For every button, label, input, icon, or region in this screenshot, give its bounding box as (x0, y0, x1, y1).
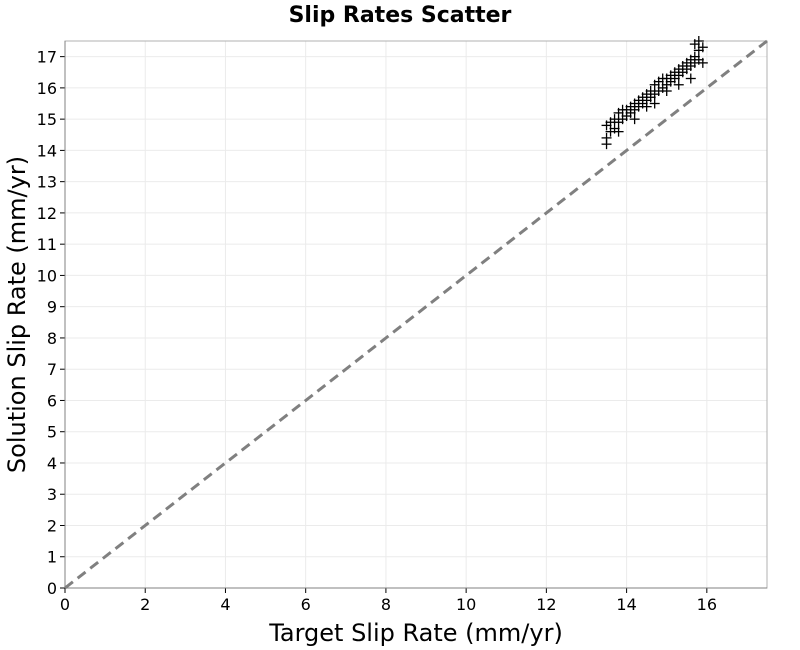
y-tick-label: 10 (37, 266, 57, 285)
data-point (693, 36, 704, 46)
data-point (629, 114, 640, 125)
reference-line (64, 39, 768, 590)
data-point (697, 57, 708, 68)
y-tick-label: 0 (47, 579, 57, 598)
data-points (601, 36, 708, 150)
y-tick-label: 1 (47, 548, 57, 567)
chart-title: Slip Rates Scatter (288, 3, 512, 28)
x-tick-label: 4 (220, 595, 230, 614)
data-point (661, 86, 672, 97)
y-axis-label: Solution Slip Rate (mm/yr) (3, 156, 31, 473)
y-tick-label: 17 (37, 48, 57, 67)
x-tick-label: 8 (381, 595, 391, 614)
x-tick-label: 2 (140, 595, 150, 614)
y-tick-label: 8 (47, 329, 57, 348)
x-axis-label: Target Slip Rate (mm/yr) (268, 619, 563, 647)
x-tick-label: 6 (301, 595, 311, 614)
y-tick-label: 14 (37, 141, 57, 160)
x-tick-label: 0 (60, 595, 70, 614)
x-tick-label: 10 (456, 595, 476, 614)
data-point (697, 42, 708, 53)
y-tick-label: 4 (47, 454, 57, 473)
data-point (649, 98, 660, 109)
x-tick-label: 16 (697, 595, 717, 614)
y-tick-label: 9 (47, 298, 57, 317)
y-tick-label: 2 (47, 516, 57, 535)
y-tick-label: 11 (37, 235, 57, 254)
data-point (641, 101, 652, 112)
y-tick-label: 12 (37, 204, 57, 223)
x-tick-label: 14 (616, 595, 636, 614)
y-tick-label: 15 (37, 110, 57, 129)
y-tick-label: 6 (47, 391, 57, 410)
x-tick-label: 12 (536, 595, 556, 614)
y-tick-label: 7 (47, 360, 57, 379)
data-point (685, 73, 696, 84)
y-tick-label: 5 (47, 423, 57, 442)
data-point (673, 79, 684, 90)
data-point (613, 126, 624, 137)
data-point (601, 132, 612, 143)
x-axis-ticks: 0 2 4 6 8 10 12 14 16 (60, 587, 767, 614)
y-tick-label: 13 (37, 173, 57, 192)
y-tick-label: 3 (47, 485, 57, 504)
y-tick-label: 16 (37, 79, 57, 98)
